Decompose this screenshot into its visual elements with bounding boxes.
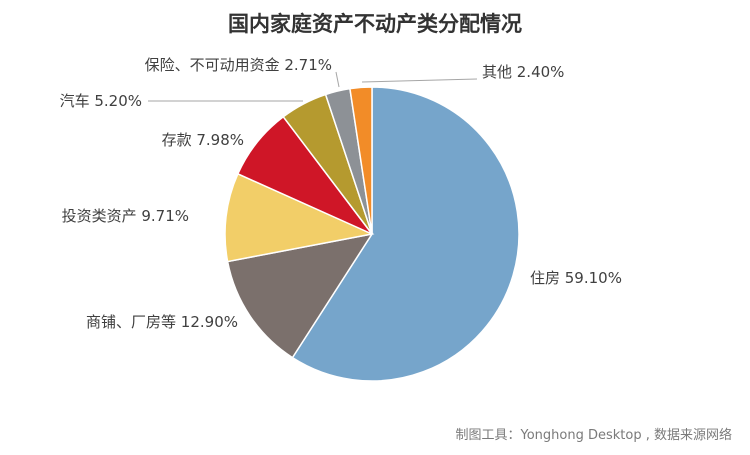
pie-slice[interactable] [349,86,373,235]
slice-label: 其他 2.40% [482,63,564,81]
pie-slice[interactable] [291,86,520,382]
slice-label: 商铺、厂房等 12.90% [86,313,238,331]
slice-label: 汽车 5.20% [60,92,142,110]
footer-credit: 制图工具：Yonghong Desktop , 数据来源网络 [455,428,733,443]
slice-label: 投资类资产 9.71% [62,207,189,225]
leader-line [335,71,340,88]
pie-slice[interactable] [224,172,375,263]
leader-line [361,78,478,83]
slice-label: 住房 59.10% [530,269,622,287]
slice-label: 存款 7.98% [162,131,244,149]
pie-slice[interactable] [226,232,374,359]
slice-label: 保险、不可动用资金 2.71% [145,56,332,74]
chart-title: 国内家庭资产不动产类分配情况 [228,12,522,36]
